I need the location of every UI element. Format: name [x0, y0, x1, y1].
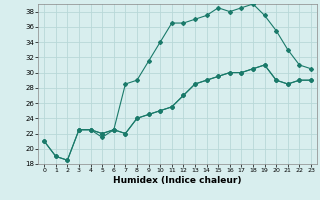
- X-axis label: Humidex (Indice chaleur): Humidex (Indice chaleur): [113, 176, 242, 185]
